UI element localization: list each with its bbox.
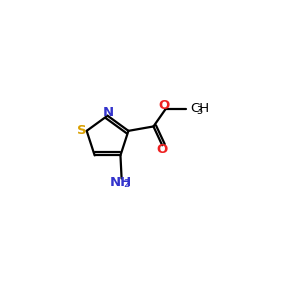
- Text: 2: 2: [124, 179, 130, 190]
- Text: S: S: [77, 124, 86, 137]
- Text: 3: 3: [196, 106, 202, 116]
- Text: O: O: [157, 143, 168, 156]
- Text: O: O: [159, 99, 170, 112]
- Text: CH: CH: [190, 102, 209, 115]
- Text: NH: NH: [109, 176, 132, 189]
- Text: N: N: [102, 106, 114, 119]
